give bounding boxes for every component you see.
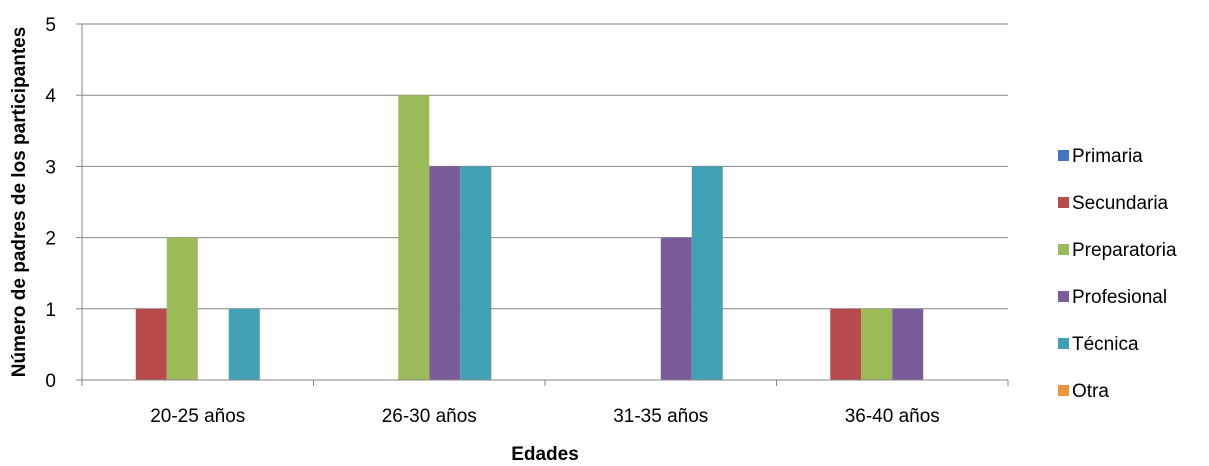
- bar: [166, 237, 198, 380]
- legend-swatch: [1058, 150, 1069, 161]
- legend-swatch: [1058, 338, 1069, 349]
- legend: Primaria Secundaria Preparatoria Profesiona…: [1058, 146, 1177, 402]
- x-tick-label: 20-25 años: [150, 406, 245, 427]
- bar: [429, 166, 461, 380]
- legend-swatch: [1058, 197, 1069, 208]
- x-tick-labels: 20-25 años 26-30 años 31-35 años 36-40 años: [150, 406, 940, 427]
- bar: [892, 308, 924, 380]
- y-tick-label: 2: [45, 229, 56, 250]
- y-axis-title: Número de padres de los participantes: [9, 27, 30, 378]
- legend-label: Otra: [1072, 381, 1109, 402]
- legend-swatch: [1058, 244, 1069, 255]
- y-tick-label: 5: [45, 15, 56, 36]
- bar: [691, 166, 723, 380]
- bar: [861, 308, 893, 380]
- y-tick-label: 0: [45, 371, 56, 392]
- legend-label: Preparatoria: [1072, 240, 1177, 261]
- y-tick-label: 3: [45, 157, 56, 178]
- legend-label: Técnica: [1072, 334, 1139, 355]
- legend-label: Secundaria: [1072, 193, 1169, 214]
- legend-swatch: [1058, 385, 1069, 396]
- legend-swatch: [1058, 291, 1069, 302]
- bar: [830, 308, 862, 380]
- y-tick-label: 4: [45, 86, 56, 107]
- bar: [460, 166, 492, 380]
- axes: [81, 24, 1009, 386]
- legend-label: Profesional: [1072, 287, 1167, 308]
- x-tick-label: 26-30 años: [382, 406, 477, 427]
- x-tick-label: 36-40 años: [845, 406, 940, 427]
- bar: [228, 308, 260, 380]
- y-tick-labels: 0 1 2 3 4 5: [45, 15, 56, 392]
- legend-label: Primaria: [1072, 146, 1143, 167]
- bar: [398, 95, 430, 380]
- x-tick-label: 31-35 años: [613, 406, 708, 427]
- bar: [660, 237, 692, 380]
- bars: [135, 95, 924, 380]
- y-tick-label: 1: [45, 300, 56, 321]
- x-axis-title: Edades: [511, 444, 579, 465]
- bar: [135, 308, 167, 380]
